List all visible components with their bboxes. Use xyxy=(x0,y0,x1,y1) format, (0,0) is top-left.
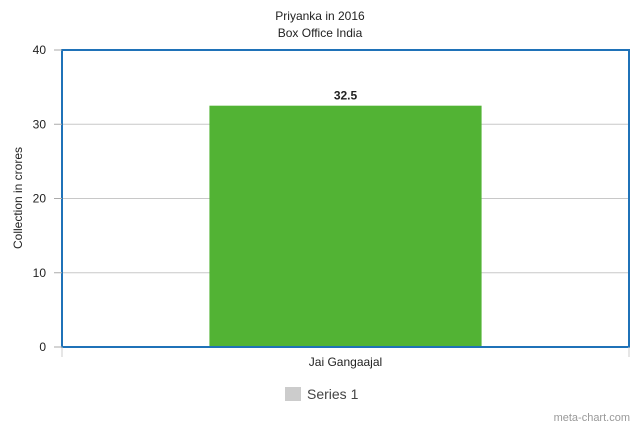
chart-title: Priyanka in 2016 xyxy=(275,9,365,23)
y-tick-label: 0 xyxy=(39,340,46,354)
legend-label[interactable]: Series 1 xyxy=(307,386,359,402)
y-tick-label: 40 xyxy=(33,43,47,57)
x-tick-label: Jai Gangaajal xyxy=(309,355,382,369)
chart-subtitle: Box Office India xyxy=(278,26,363,40)
data-label: 32.5 xyxy=(334,89,358,103)
bar[interactable] xyxy=(209,105,482,347)
legend-swatch[interactable] xyxy=(285,387,301,401)
y-tick-label: 30 xyxy=(33,117,47,131)
y-tick-label: 20 xyxy=(33,192,47,206)
credit-text: meta-chart.com xyxy=(554,412,630,424)
y-axis-label: Collection in crores xyxy=(11,147,25,249)
y-tick-label: 10 xyxy=(33,266,47,280)
